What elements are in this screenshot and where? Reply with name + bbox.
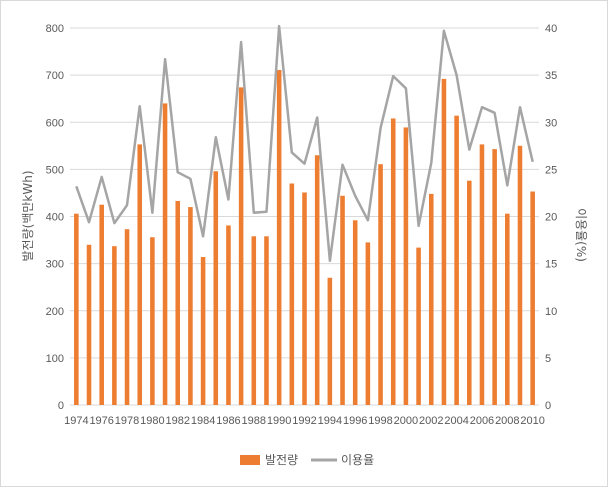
- bar: [86, 244, 92, 405]
- bar: [390, 118, 396, 405]
- x-tick-label: 2004: [444, 415, 468, 427]
- bar: [276, 69, 282, 405]
- legend-bar-swatch: [240, 455, 260, 465]
- x-tick-label: 2008: [495, 415, 519, 427]
- bar: [492, 149, 497, 405]
- bar: [302, 192, 307, 405]
- bar: [162, 103, 168, 406]
- gridlines: [70, 27, 539, 406]
- utilization-line: [75, 24, 534, 263]
- bar: [327, 277, 333, 405]
- left-tick-label: 100: [46, 353, 64, 365]
- left-tick-label: 200: [46, 306, 64, 318]
- bar: [99, 204, 104, 405]
- line-series: [75, 24, 534, 263]
- x-tick-label: 1994: [318, 415, 342, 427]
- left-axis-title: 발전량(백만kWh): [21, 171, 35, 262]
- bar: [467, 180, 472, 405]
- bar: [352, 220, 358, 405]
- x-tick-label: 1998: [368, 415, 392, 427]
- left-tick-label: 300: [46, 259, 64, 271]
- bar: [416, 247, 421, 405]
- x-tick-label: 1974: [64, 415, 88, 427]
- left-tick-label: 800: [46, 23, 64, 35]
- bar: [226, 225, 231, 405]
- x-tick-label: 1978: [115, 415, 139, 427]
- legend-line-label: 이용율: [341, 453, 374, 467]
- bar: [289, 183, 295, 405]
- x-tick-label: 1984: [191, 415, 215, 427]
- x-tick-label: 1988: [242, 415, 266, 427]
- x-tick-label: 1992: [292, 415, 316, 427]
- bar: [188, 207, 193, 405]
- bar: [378, 164, 383, 405]
- right-tick-label: 35: [545, 70, 557, 82]
- right-axis-ticks: 0 5 10 15 20 25 30 35 40: [545, 23, 557, 412]
- right-tick-label: 40: [545, 23, 557, 35]
- right-tick-label: 5: [545, 353, 551, 365]
- bar: [441, 78, 447, 406]
- bar: [428, 193, 434, 405]
- right-tick-label: 10: [545, 306, 557, 318]
- bar: [403, 127, 409, 405]
- right-axis-title: 이용율(%): [574, 208, 588, 262]
- bar: [200, 257, 206, 405]
- left-tick-label: 0: [58, 400, 64, 412]
- bar: [137, 144, 142, 405]
- bar: [251, 236, 257, 405]
- x-tick-label: 2000: [394, 415, 418, 427]
- bar: [264, 236, 269, 405]
- x-tick-label: 2010: [520, 415, 544, 427]
- x-tick-label: 2006: [470, 415, 494, 427]
- x-tick-label: 1986: [216, 415, 240, 427]
- bar: [365, 242, 371, 405]
- left-tick-label: 600: [46, 117, 64, 129]
- x-tick-label: 1990: [267, 415, 291, 427]
- right-tick-label: 0: [545, 400, 551, 412]
- left-tick-label: 700: [46, 70, 64, 82]
- right-tick-label: 15: [545, 259, 557, 271]
- bar: [238, 87, 244, 405]
- legend: 발전량 이용율: [240, 453, 374, 467]
- bar: [314, 155, 320, 405]
- x-tick-label: 1980: [140, 415, 164, 427]
- bar: [517, 145, 523, 405]
- x-tick-label: 1996: [343, 415, 367, 427]
- right-tick-label: 30: [545, 117, 557, 129]
- right-tick-label: 25: [545, 164, 557, 176]
- bar: [454, 115, 459, 405]
- bar: [112, 246, 117, 405]
- bar: [479, 144, 485, 405]
- bar-series: [74, 69, 535, 406]
- legend-bar-label: 발전량: [265, 453, 298, 467]
- x-tick-label: 2002: [419, 415, 443, 427]
- bar: [340, 195, 345, 405]
- left-tick-label: 400: [46, 212, 64, 224]
- bar: [213, 171, 219, 405]
- right-tick-label: 20: [545, 212, 557, 224]
- bar: [530, 191, 535, 405]
- x-axis-ticks: 1974 1976 1978 1980 1982 1984 1986 1988 1990 1992…: [64, 415, 545, 427]
- left-axis-ticks: 0 100 200 300 400 500 600 700 800: [46, 23, 64, 412]
- bar: [505, 213, 510, 405]
- left-tick-label: 500: [46, 164, 64, 176]
- bar: [74, 213, 79, 405]
- bar: [175, 200, 181, 405]
- bar: [124, 229, 130, 405]
- x-tick-label: 1982: [166, 415, 190, 427]
- bar: [150, 237, 155, 405]
- x-tick-label: 1976: [89, 415, 113, 427]
